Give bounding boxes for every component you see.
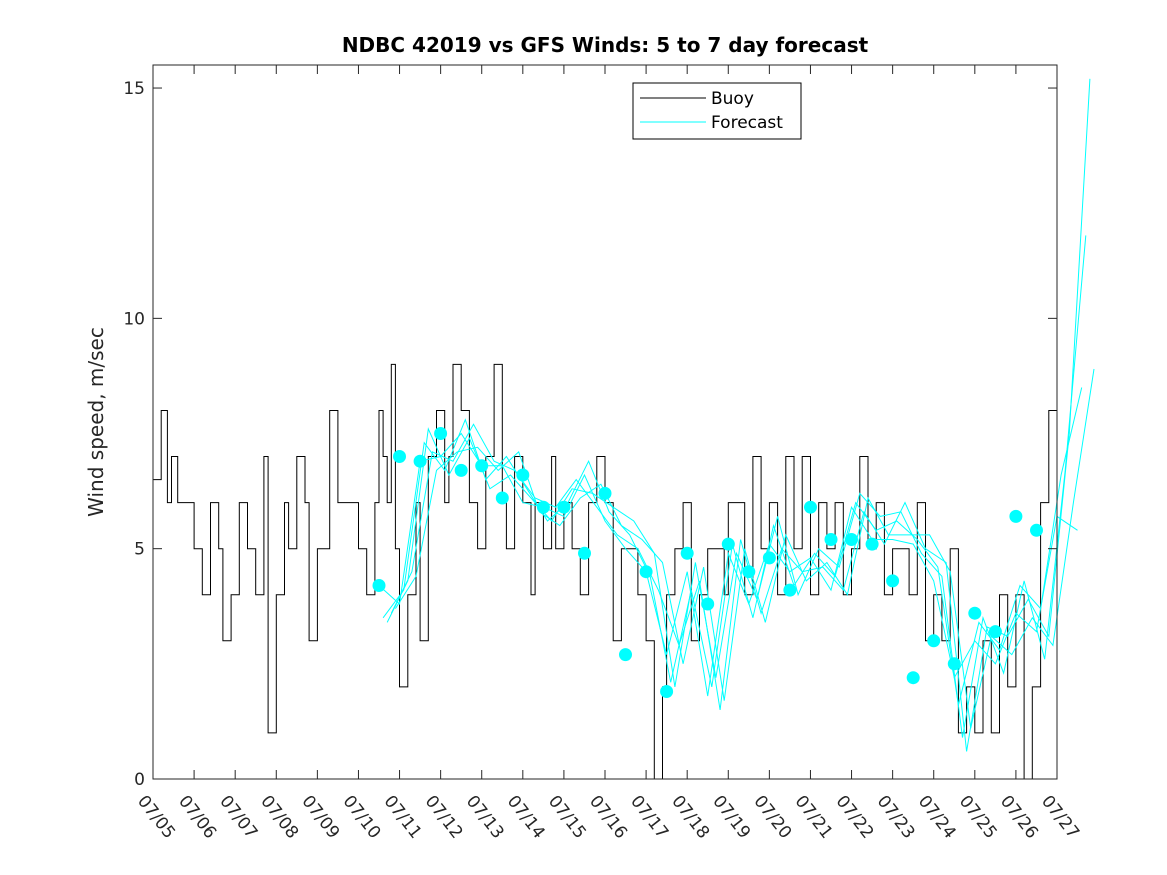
forecast-marker [578, 546, 591, 560]
forecast-marker [762, 551, 776, 565]
forecast-marker [680, 546, 694, 560]
forecast-marker [536, 500, 550, 514]
plot-area [153, 65, 1057, 779]
forecast-run-line-2 [386, 235, 1087, 738]
forecast-marker [454, 463, 468, 477]
series-layer [153, 78, 1095, 780]
forecast-marker [988, 625, 1002, 639]
forecast-marker [639, 565, 653, 579]
forecast-marker [393, 450, 406, 463]
forecast-marker [927, 634, 941, 648]
y-tick-label: 5 [134, 540, 145, 560]
forecast-marker [968, 606, 982, 620]
forecast-marker [886, 574, 900, 588]
forecast-marker [783, 583, 797, 597]
legend-forecast-label: Forecast [711, 113, 783, 133]
forecast-marker [742, 565, 756, 579]
y-tick-label: 0 [134, 770, 145, 790]
forecast-marker [947, 657, 961, 671]
forecast-marker [619, 648, 632, 662]
forecast-marker [557, 500, 571, 514]
forecast-marker [1009, 509, 1023, 523]
forecast-marker [845, 533, 858, 546]
forecast-marker [865, 537, 879, 551]
forecast-marker [721, 537, 735, 551]
forecast-run-line-4 [394, 368, 1095, 729]
legend-buoy-label: Buoy [711, 89, 754, 109]
forecast-marker [824, 533, 838, 546]
forecast-marker [475, 459, 489, 473]
forecast-marker [906, 671, 920, 685]
legend: Buoy Forecast [632, 82, 802, 140]
buoy-series-line [153, 363, 1058, 780]
legend-box [632, 82, 802, 140]
forecast-marker [1030, 523, 1043, 537]
forecast-marker [804, 500, 817, 514]
forecast-run-line-3 [390, 78, 1091, 752]
forecast-marker [434, 427, 448, 440]
forecast-marker [660, 685, 674, 698]
forecast-marker [495, 491, 509, 505]
y-tick-label: 10 [123, 309, 145, 329]
forecast-marker [372, 579, 386, 592]
forecast-marker [598, 486, 612, 500]
forecast-marker [701, 597, 715, 611]
forecast-run-line-0 [378, 432, 1078, 697]
y-tick-label: 15 [123, 79, 145, 99]
forecast-marker [413, 454, 427, 468]
y-axis-label: Wind speed, m/sec [84, 327, 108, 517]
forecast-marker [516, 468, 530, 482]
chart-title: NDBC 42019 vs GFS Winds: 5 to 7 day fore… [342, 33, 869, 57]
